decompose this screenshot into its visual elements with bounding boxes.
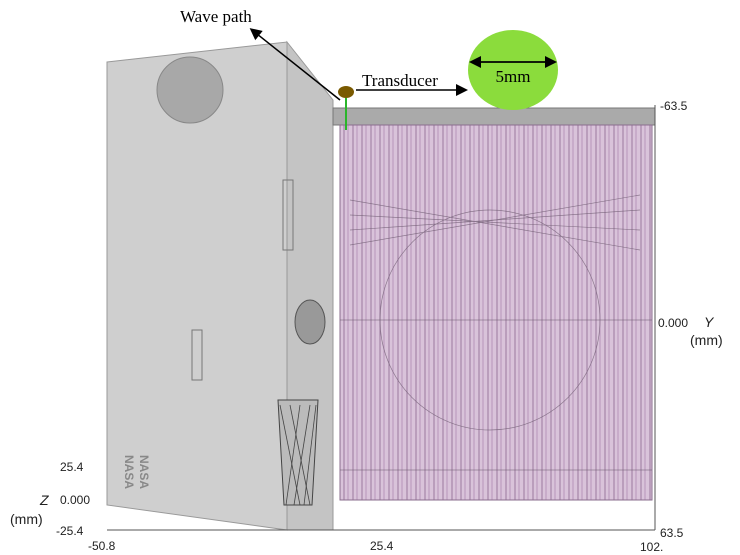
logo: NASA <box>137 455 151 489</box>
rivet-cluster <box>295 300 325 344</box>
tick-label: 102. <box>640 540 663 554</box>
hole <box>157 57 223 123</box>
label: 5mm <box>496 67 531 86</box>
specimen <box>340 125 652 500</box>
label: Transducer <box>362 71 438 90</box>
label: Wave path <box>180 7 252 26</box>
top-bar <box>333 108 655 125</box>
axis-label: Y <box>704 314 715 330</box>
tick-label: -50.8 <box>88 539 116 553</box>
axis-label: Z <box>39 492 49 508</box>
transducer <box>338 86 354 98</box>
cone <box>278 400 318 505</box>
tick-label: 25.4 <box>60 460 84 474</box>
figure: Wave path Transducer 5mm -63.5 0.000 63.… <box>0 0 740 555</box>
tick-label: 0.000 <box>60 493 90 507</box>
tick-label: -63.5 <box>660 99 688 113</box>
tick-label: 25.4 <box>370 539 394 553</box>
tick-label: 0.000 <box>658 316 688 330</box>
tick-label: -25.4 <box>56 524 84 538</box>
tick-label: 63.5 <box>660 526 684 540</box>
logo: NASA <box>122 455 136 489</box>
axis-unit: (mm) <box>690 332 723 348</box>
axis-unit: (mm) <box>10 511 43 527</box>
